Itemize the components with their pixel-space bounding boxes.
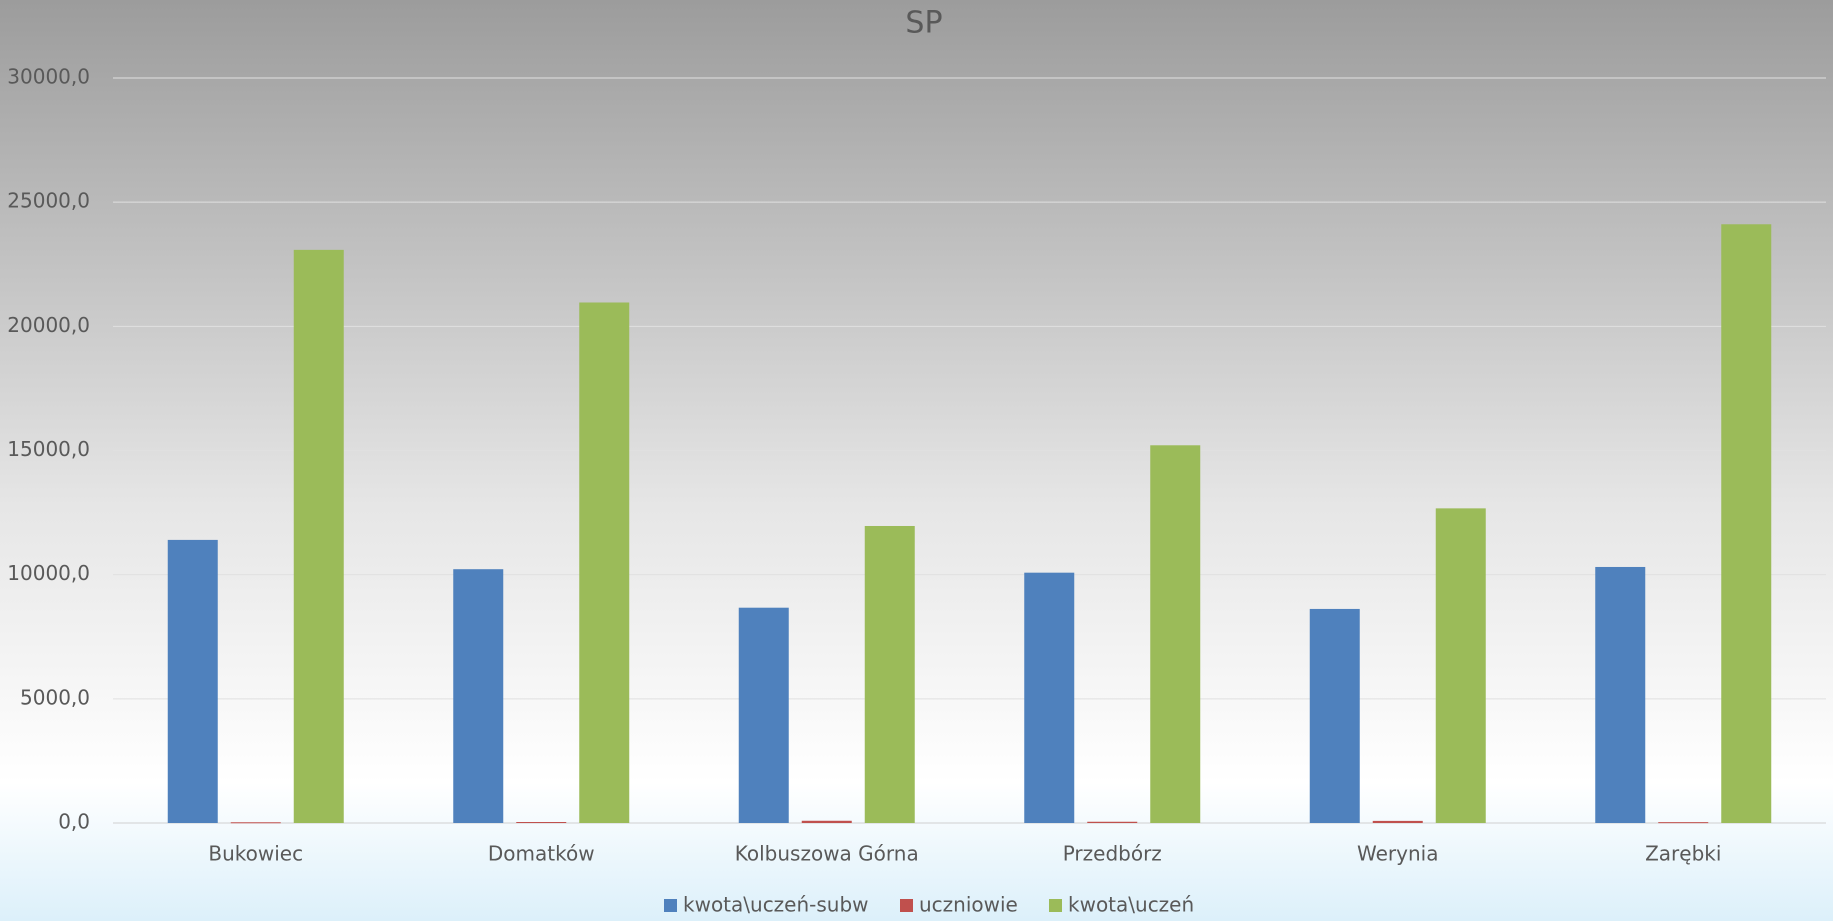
y-tick-label: 30000,0 <box>7 65 90 89</box>
legend-label: uczniowie <box>919 893 1018 917</box>
y-tick-label: 25000,0 <box>7 189 90 213</box>
bar <box>516 822 567 824</box>
y-tick-label: 0,0 <box>58 810 90 834</box>
bar <box>1087 821 1138 823</box>
bar <box>864 525 915 823</box>
chart-title: SP <box>905 6 942 41</box>
y-tick-label: 10000,0 <box>7 561 90 585</box>
bar <box>738 607 789 823</box>
y-tick-label: 5000,0 <box>20 685 90 709</box>
bar <box>453 569 504 823</box>
bar <box>293 249 344 823</box>
bar <box>579 302 630 823</box>
legend-marker <box>900 899 913 912</box>
legend-label: kwota\uczeń-subw <box>683 893 869 917</box>
legend-label: kwota\uczeń <box>1068 893 1194 917</box>
x-tick-label: Werynia <box>1357 842 1438 866</box>
x-tick-label: Zarębki <box>1645 842 1721 866</box>
bar <box>1309 608 1360 823</box>
bar <box>167 539 218 823</box>
bar <box>1024 572 1075 823</box>
legend-marker <box>1049 899 1062 912</box>
bar <box>801 820 852 823</box>
bar <box>230 822 281 824</box>
x-tick-label: Domatków <box>488 842 595 866</box>
bar <box>1150 445 1201 823</box>
y-tick-label: 15000,0 <box>7 437 90 461</box>
legend-marker <box>664 899 677 912</box>
x-tick-label: Kolbuszowa Górna <box>735 842 919 866</box>
bar <box>1721 224 1772 824</box>
bar <box>1435 508 1486 823</box>
bar <box>1658 822 1709 824</box>
x-tick-label: Bukowiec <box>208 842 303 866</box>
y-tick-label: 20000,0 <box>7 313 90 337</box>
bar <box>1372 820 1423 823</box>
bar <box>1595 566 1646 823</box>
x-tick-label: Przedbórz <box>1063 842 1162 866</box>
